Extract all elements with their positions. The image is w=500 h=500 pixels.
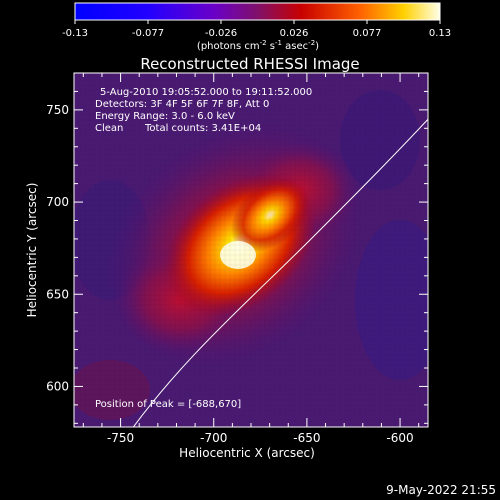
colorbar-tick-label: 0.077 (353, 28, 382, 39)
x-tick-label: -700 (200, 431, 227, 445)
footer-timestamp: 9-May-2022 21:55 (386, 483, 496, 497)
energy-range: Energy Range: 3.0 - 6.0 keV (95, 111, 235, 122)
detectors: Detectors: 3F 4F 5F 6F 7F 8F, Att 0 (95, 99, 269, 110)
x-tick-label: -600 (386, 431, 413, 445)
y-tick-label: 750 (46, 103, 69, 117)
x-axis-ticks (82, 73, 420, 427)
clean-label: Clean (95, 123, 123, 134)
total-counts: Total counts: 3.41E+04 (144, 123, 261, 134)
y-tick-label: 700 (46, 195, 69, 209)
x-tick-label: -750 (107, 431, 134, 445)
colorbar-gradient (74, 2, 441, 21)
x-axis-tick-labels: -750 -700 -650 -600 (107, 431, 414, 445)
colorbar-tick-label: 0.13 (429, 28, 451, 39)
colorbar-units: (photons cm-2 s-1 asec-2) (197, 39, 319, 52)
y-tick-label: 600 (46, 379, 69, 393)
y-axis-tick-labels: 600 650 700 750 (46, 103, 69, 394)
x-tick-label: -650 (293, 431, 320, 445)
solar-limb (132, 118, 428, 427)
solar-image (74, 73, 428, 427)
observation-info: 5-Aug-2010 19:05:52.000 to 19:11:52.000 … (95, 87, 312, 134)
pixel-grid (74, 73, 428, 427)
x-axis-label: Heliocentric X (arcsec) (179, 446, 315, 460)
time-range: 5-Aug-2010 19:05:52.000 to 19:11:52.000 (100, 87, 312, 98)
colorbar-ticks (74, 20, 441, 24)
colorbar: -0.13 -0.077 -0.026 0.026 0.077 0.13 (photons… (62, 2, 451, 52)
colorbar-tick-label: -0.077 (132, 28, 164, 39)
colorbar-tick-label: -0.13 (62, 28, 88, 39)
peak-position: Position of Peak = [-688,670] (95, 399, 241, 410)
colorbar-tick-label: -0.026 (205, 28, 237, 39)
y-tick-label: 650 (46, 287, 69, 301)
y-axis-label: Heliocentric Y (arcsec) (25, 183, 39, 318)
plot-title: Reconstructed RHESSI Image (140, 55, 359, 73)
colorbar-tick-label: 0.026 (280, 28, 309, 39)
colorbar-tick-labels: -0.13 -0.077 -0.026 0.026 0.077 0.13 (62, 28, 451, 39)
y-axis-ticks (74, 72, 428, 424)
